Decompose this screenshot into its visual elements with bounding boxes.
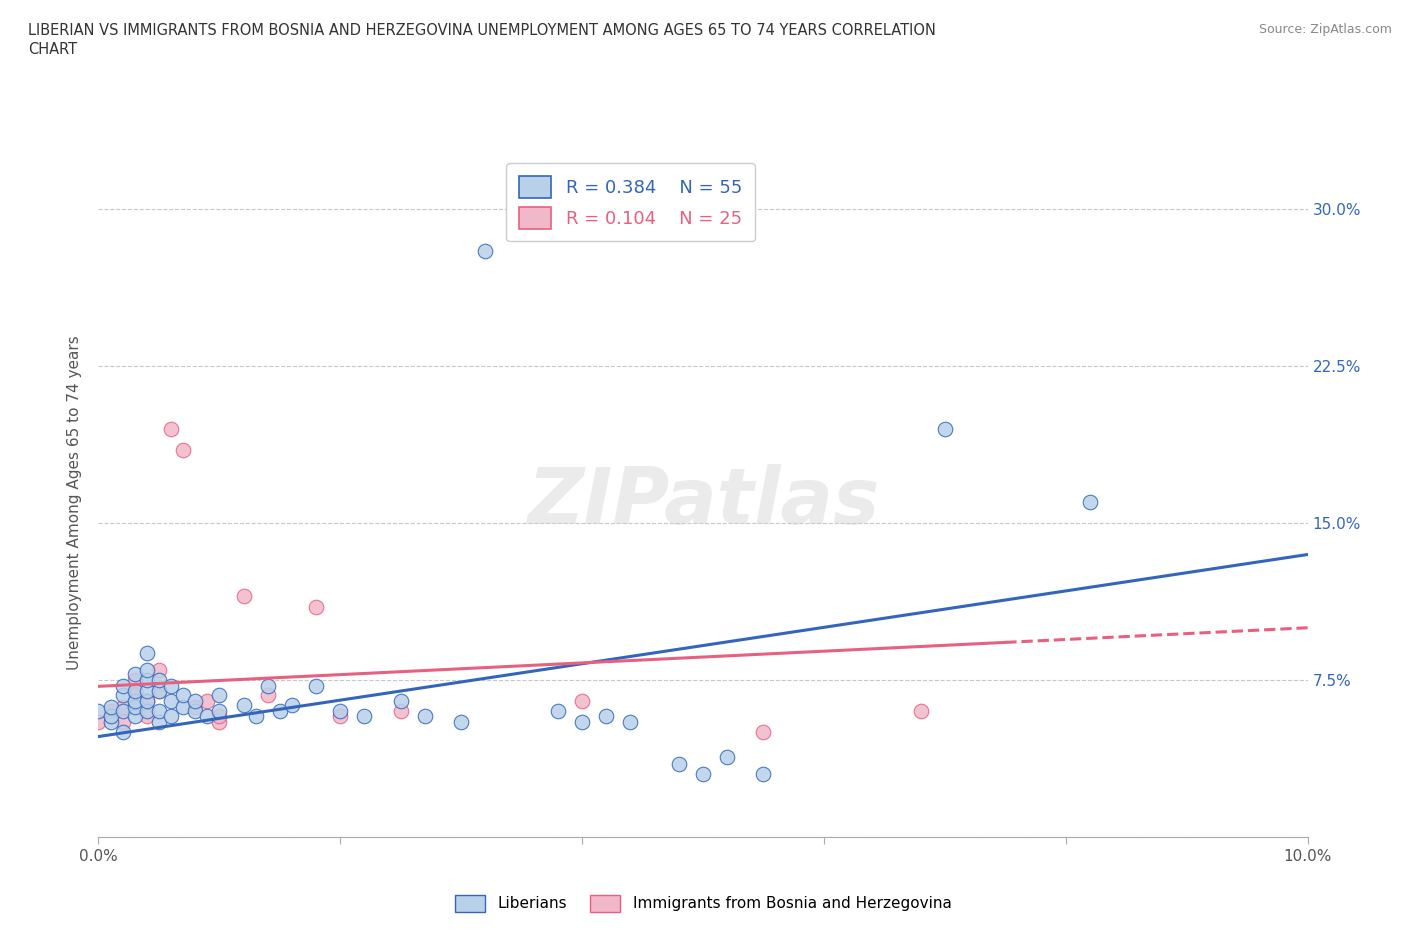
Point [184,694,207,709]
Point [160,421,183,436]
Point [111,687,134,702]
Point [232,589,254,604]
Text: LIBERIAN VS IMMIGRANTS FROM BOSNIA AND HERZEGOVINA UNEMPLOYMENT AMONG AGES 65 TO: LIBERIAN VS IMMIGRANTS FROM BOSNIA AND H… [28,23,936,38]
Point [595,709,617,724]
Point [124,709,146,724]
Point [752,766,775,781]
Point [256,679,278,694]
Point [1078,495,1101,510]
Point [148,662,170,677]
Point [87,704,110,719]
Point [934,421,956,436]
Point [208,704,231,719]
Point [100,709,122,724]
Point [195,709,218,724]
Text: Source: ZipAtlas.com: Source: ZipAtlas.com [1258,23,1392,36]
Point [269,704,291,719]
Point [160,694,183,709]
Point [160,709,183,724]
Point [172,700,194,715]
Point [413,709,436,724]
Point [281,698,304,712]
Point [474,244,496,259]
Point [111,700,134,715]
Point [111,725,134,740]
Point [135,662,157,677]
Point [111,704,134,719]
Point [87,714,110,729]
Point [245,709,267,724]
Point [100,709,122,724]
Point [172,443,194,458]
Point [389,704,412,719]
Point [571,694,593,709]
Point [124,700,146,715]
Point [135,672,157,687]
Point [172,687,194,702]
Text: CHART: CHART [28,42,77,57]
Point [668,756,690,771]
Point [195,694,218,709]
Point [752,725,775,740]
Point [571,714,593,729]
Point [148,683,170,698]
Point [208,709,231,724]
Point [148,714,170,729]
Point [135,694,157,709]
Legend: Liberians, Immigrants from Bosnia and Herzegovina: Liberians, Immigrants from Bosnia and He… [449,889,957,918]
Point [124,694,146,709]
Point [111,679,134,694]
Y-axis label: Unemployment Among Ages 65 to 74 years: Unemployment Among Ages 65 to 74 years [67,335,83,670]
Point [100,704,122,719]
Point [208,687,231,702]
Point [111,714,134,729]
Point [692,766,714,781]
Point [389,694,412,709]
Point [100,700,122,715]
Point [329,704,352,719]
Point [619,714,641,729]
Text: ZIPatlas: ZIPatlas [527,464,879,540]
Point [148,672,170,687]
Point [124,667,146,682]
Point [135,694,157,709]
Point [124,683,146,698]
Point [305,600,328,615]
Point [124,687,146,702]
Legend: R = 0.384    N = 55, R = 0.104    N = 25: R = 0.384 N = 55, R = 0.104 N = 25 [506,163,755,242]
Point [305,679,328,694]
Point [232,698,254,712]
Point [256,687,278,702]
Point [135,709,157,724]
Point [716,750,738,764]
Point [135,683,157,698]
Point [148,683,170,698]
Point [184,700,207,715]
Point [100,714,122,729]
Point [208,714,231,729]
Point [124,672,146,687]
Point [329,709,352,724]
Point [910,704,932,719]
Point [450,714,472,729]
Point [353,709,375,724]
Point [160,679,183,694]
Point [135,704,157,719]
Point [135,645,157,660]
Point [184,704,207,719]
Point [547,704,569,719]
Point [148,704,170,719]
